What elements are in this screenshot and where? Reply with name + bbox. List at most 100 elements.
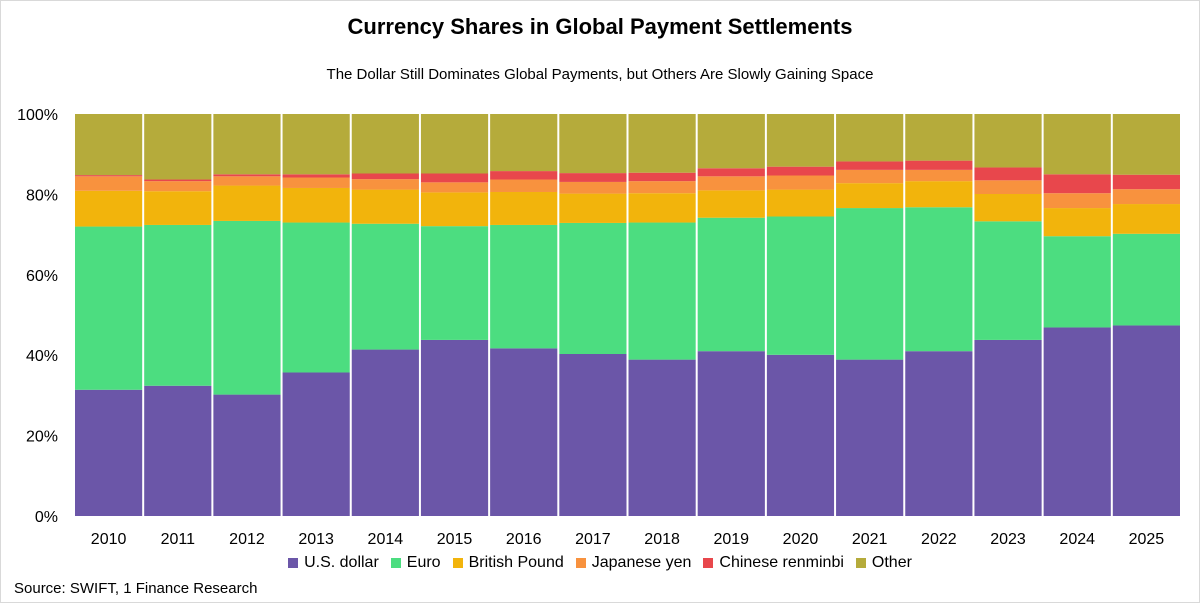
bar-segment xyxy=(628,114,696,173)
bar-segment xyxy=(974,193,1042,222)
legend-label: Other xyxy=(871,554,912,571)
x-tick-label: 2015 xyxy=(437,531,473,548)
x-tick-label: 2011 xyxy=(161,531,196,548)
bar-segment xyxy=(213,394,281,516)
bar-segment xyxy=(1043,193,1111,209)
x-tick-label: 2025 xyxy=(1129,531,1165,548)
x-tick-label: 2016 xyxy=(506,531,542,548)
bar-segment xyxy=(974,114,1042,168)
y-tick-label: 40% xyxy=(26,348,58,365)
y-tick-label: 0% xyxy=(35,509,58,526)
x-tick-label: 2010 xyxy=(91,531,127,548)
bar-segment xyxy=(213,114,281,175)
legend-label: Euro xyxy=(406,554,441,571)
bar-segment xyxy=(144,385,212,516)
bar-segment xyxy=(766,175,835,190)
bar-segment xyxy=(282,222,350,373)
bar-segment xyxy=(490,179,558,192)
bar-segment xyxy=(697,168,765,177)
legend-item: Other xyxy=(855,554,912,572)
chart-subtitle: The Dollar Still Dominates Global Paymen… xyxy=(326,66,874,83)
bar-segment xyxy=(490,224,558,349)
bar-segment xyxy=(1112,174,1180,190)
bar-segment xyxy=(282,177,350,188)
bar-segment xyxy=(282,372,350,516)
y-tick-label: 100% xyxy=(17,107,58,124)
bar-segment xyxy=(559,353,627,516)
x-tick-label: 2023 xyxy=(990,531,1026,548)
bar-segment xyxy=(490,114,558,172)
bar-segment xyxy=(836,161,904,170)
bar-segment xyxy=(559,173,627,182)
bar-segment xyxy=(144,191,212,225)
legend-swatch xyxy=(288,558,299,568)
bar-segment xyxy=(628,193,696,223)
x-tick-label: 2017 xyxy=(575,531,611,548)
bar-segment xyxy=(75,175,143,177)
legend-swatch xyxy=(575,558,586,568)
legend-swatch xyxy=(452,558,463,568)
x-tick-label: 2012 xyxy=(229,531,265,548)
bar-segment xyxy=(420,339,489,516)
x-tick-label: 2013 xyxy=(298,531,334,548)
bar-segment xyxy=(628,359,696,516)
bar-segment xyxy=(905,114,973,161)
bar-segment xyxy=(490,191,558,225)
bar-segment xyxy=(836,169,904,184)
legend-item: U.S. dollar xyxy=(288,554,379,572)
bar-segment xyxy=(905,169,973,182)
chart-legend: U.S. dollar Euro British Pound Japanese yen… xyxy=(0,554,1200,572)
bar-segment xyxy=(697,176,765,191)
bar-segment xyxy=(351,114,419,174)
x-tick-label: 2022 xyxy=(921,531,957,548)
bar-segment xyxy=(697,217,765,352)
bar-segment xyxy=(974,339,1042,516)
bar-segment xyxy=(420,226,489,340)
bar-segment xyxy=(75,389,143,516)
bar-segment xyxy=(766,354,835,516)
bar-segment xyxy=(282,114,350,175)
bar-segment xyxy=(351,349,419,516)
bar-segment xyxy=(766,216,835,355)
bar-segment xyxy=(559,114,627,174)
x-tick-label: 2024 xyxy=(1059,531,1095,548)
bar-segment xyxy=(420,192,489,227)
bar-segment xyxy=(490,348,558,516)
bar-segment xyxy=(697,114,765,169)
bar-segment xyxy=(490,171,558,180)
chart-title: Currency Shares in Global Payment Settle… xyxy=(347,14,853,39)
bar-segment xyxy=(351,179,419,190)
x-tick-label: 2018 xyxy=(644,531,680,548)
bar-segment xyxy=(559,193,627,223)
legend-item: British Pound xyxy=(452,554,564,572)
bar-segment xyxy=(1112,204,1180,234)
bar-segment xyxy=(836,183,904,209)
bar-segment xyxy=(628,181,696,194)
legend-item: Chinese renminbi xyxy=(703,554,844,572)
bar-segment xyxy=(1043,114,1111,175)
y-tick-label: 60% xyxy=(26,268,58,285)
bar-segment xyxy=(213,174,281,177)
bar-segment xyxy=(836,359,904,516)
bar-segment xyxy=(144,224,212,386)
bar-segment xyxy=(836,114,904,162)
x-tick-label: 2019 xyxy=(713,531,749,548)
bar-segment xyxy=(144,179,212,182)
legend-label: Japanese yen xyxy=(591,554,692,571)
bar-segment xyxy=(628,222,696,360)
bar-segment xyxy=(420,173,489,183)
bar-segment xyxy=(1043,208,1111,237)
bar-segment xyxy=(213,220,281,395)
y-tick-label: 20% xyxy=(26,429,58,446)
bar-segment xyxy=(351,223,419,350)
legend-label: U.S. dollar xyxy=(304,554,379,571)
bar-segment xyxy=(213,185,281,221)
legend-swatch xyxy=(703,558,714,568)
bar-segment xyxy=(697,351,765,516)
bar-segment xyxy=(1043,236,1111,328)
legend-swatch xyxy=(855,558,866,568)
legend-item: Japanese yen xyxy=(575,554,692,572)
bar-segment xyxy=(282,187,350,223)
bar-segment xyxy=(75,114,143,176)
